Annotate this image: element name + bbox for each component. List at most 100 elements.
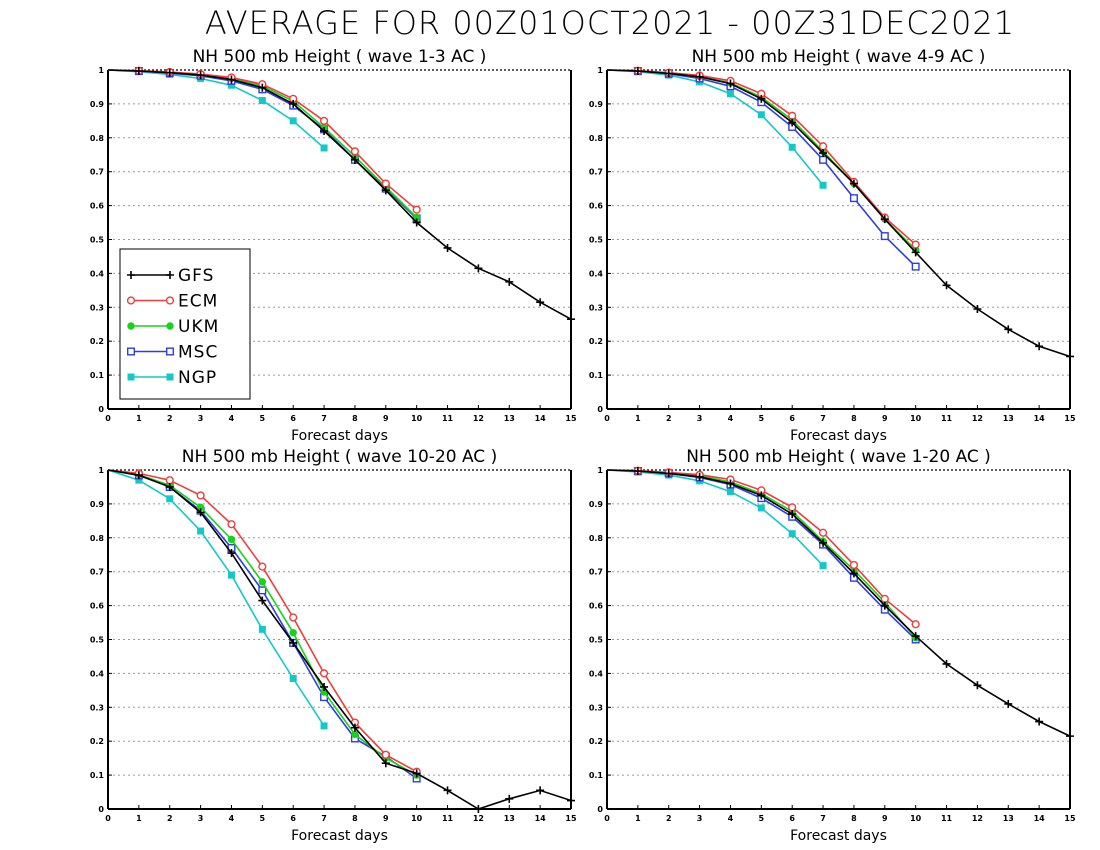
- series-ngp: [107, 469, 328, 730]
- legend-marker: [127, 373, 135, 381]
- y-tick-label: 0.7: [589, 568, 603, 577]
- series-line-ukm: [107, 469, 418, 776]
- data-point-gfs: [474, 264, 483, 273]
- panel-title: NH 500 mb Height ( wave 1-20 AC ): [686, 447, 991, 467]
- series-line-ngp: [606, 469, 824, 567]
- x-tick-label: 4: [229, 414, 235, 423]
- y-tick-label: 0.4: [90, 669, 105, 678]
- data-point-ngp: [258, 625, 266, 633]
- x-tick-label: 15: [1064, 814, 1076, 823]
- panel-title: NH 500 mb Height ( wave 1-3 AC ): [193, 47, 487, 67]
- data-point-gfs: [1004, 325, 1013, 334]
- data-point-gfs: [1035, 717, 1044, 726]
- data-point-ngp: [757, 504, 765, 512]
- data-point-ngp: [819, 181, 827, 189]
- panel-2: NH 500 mb Height ( wave 4-9 AC ) 0 0.1 0.2 0…: [589, 47, 1076, 444]
- y-tick-label: 0.7: [90, 568, 104, 577]
- y-tick-label: 0.9: [90, 500, 105, 509]
- data-point-gfs: [942, 281, 951, 290]
- x-tick-label: 10: [411, 414, 423, 423]
- x-tick-label: 2: [666, 814, 672, 823]
- legend-label: GFS: [178, 266, 214, 286]
- y-tick-label: 0.5: [90, 636, 105, 645]
- x-tick-label: 14: [1034, 414, 1046, 423]
- data-point-ngp: [320, 722, 328, 730]
- series-line-ngp: [107, 469, 325, 727]
- data-point-gfs: [227, 549, 236, 558]
- data-point-gfs: [633, 467, 642, 476]
- x-tick-label: 4: [229, 814, 235, 823]
- data-point-gfs: [942, 659, 951, 668]
- data-point-gfs: [880, 601, 889, 610]
- y-tick-label: 0.3: [589, 703, 603, 712]
- series-gfs: [606, 67, 1074, 361]
- data-point-gfs: [227, 75, 236, 84]
- series-line-msc: [107, 469, 418, 780]
- y-tick-label: 0.1: [90, 371, 105, 380]
- legend-entry-ngp: NGP: [127, 368, 217, 388]
- legend-label: MSC: [178, 343, 218, 363]
- data-point-gfs: [412, 218, 421, 227]
- x-tick-label: 15: [565, 814, 577, 823]
- x-tick-label: 3: [198, 814, 204, 823]
- y-tick-label: 0.6: [90, 602, 105, 611]
- x-tick-label: 4: [728, 814, 734, 823]
- data-point-ecm: [911, 240, 920, 249]
- data-point-gfs: [973, 304, 982, 313]
- x-axis-label: Forecast days: [291, 428, 388, 444]
- y-tick-label: 0.3: [90, 703, 104, 712]
- y-tick-label: 0.9: [589, 500, 604, 509]
- y-tick-label: 0.8: [90, 134, 105, 143]
- legend-entry-gfs: GFS: [127, 266, 214, 286]
- data-point-gfs: [1066, 352, 1074, 361]
- data-point-gfs: [258, 596, 267, 605]
- x-tick-label: 13: [504, 414, 515, 423]
- data-point-gfs: [474, 805, 483, 813]
- x-tick-label: 3: [697, 814, 703, 823]
- data-point-gfs: [911, 632, 920, 641]
- legend-marker: [127, 322, 135, 330]
- data-point-gfs: [350, 723, 359, 732]
- x-axis-label: Forecast days: [790, 428, 887, 444]
- data-point-gfs: [1004, 699, 1013, 708]
- x-tick-label: 11: [442, 414, 454, 423]
- data-point-gfs: [849, 179, 858, 188]
- series-line-ngp: [606, 69, 824, 186]
- data-point-ngp: [227, 571, 235, 579]
- data-point-ngp: [757, 111, 765, 119]
- panel-title: NH 500 mb Height ( wave 4-9 AC ): [692, 47, 986, 67]
- x-tick-label: 11: [442, 814, 454, 823]
- y-tick-label: 1: [98, 66, 104, 75]
- panel-1: NH 500 mb Height ( wave 1-3 AC ) 0 0.1 0.2 0…: [90, 47, 577, 444]
- x-tick-label: 7: [820, 814, 826, 823]
- x-tick-label: 7: [820, 414, 826, 423]
- data-point-ukm: [351, 730, 359, 739]
- data-point-gfs: [849, 569, 858, 578]
- x-tick-label: 9: [882, 414, 888, 423]
- x-tick-label: 14: [535, 814, 547, 823]
- series-ecm: [606, 466, 920, 629]
- x-tick-label: 11: [941, 414, 953, 423]
- legend-marker: [126, 296, 136, 305]
- y-tick-label: 0.7: [90, 168, 104, 177]
- y-tick-label: 0: [597, 405, 603, 414]
- series-line-gfs: [606, 469, 1071, 737]
- x-tick-label: 9: [383, 414, 389, 423]
- data-point-gfs: [165, 68, 174, 77]
- x-tick-label: 5: [260, 814, 266, 823]
- legend-marker: [165, 347, 174, 356]
- data-point-gfs: [664, 469, 673, 478]
- x-tick-label: 13: [1003, 814, 1014, 823]
- x-tick-label: 13: [504, 814, 515, 823]
- data-point-ecm: [381, 750, 390, 759]
- data-point-gfs: [788, 118, 797, 127]
- x-tick-label: 1: [635, 814, 641, 823]
- data-point-ecm: [227, 520, 236, 529]
- legend-label: NGP: [178, 368, 217, 388]
- data-point-gfs: [1035, 342, 1044, 351]
- x-tick-label: 9: [882, 814, 888, 823]
- y-tick-label: 1: [597, 66, 603, 75]
- data-point-ngp: [726, 488, 734, 496]
- legend-label: ECM: [178, 292, 218, 312]
- series-ukm: [107, 469, 421, 779]
